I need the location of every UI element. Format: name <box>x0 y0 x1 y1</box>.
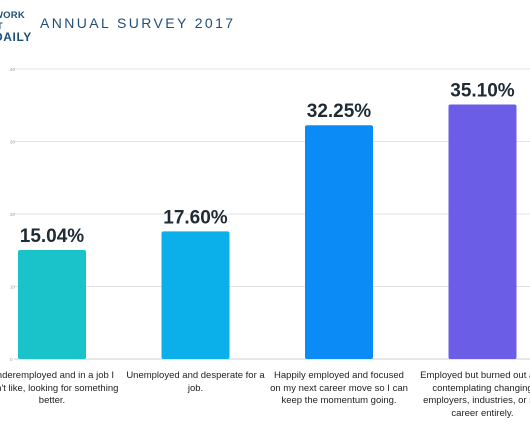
bar-value-label: 32.25% <box>307 101 372 122</box>
y-axis-ticks: 0 10 20 30 40 <box>10 67 16 362</box>
y-tick-label: 40 <box>10 67 16 72</box>
bar <box>18 249 86 359</box>
y-tick-label: 20 <box>10 212 16 217</box>
y-tick-label: 0 <box>10 357 13 362</box>
bar-value-label: 15.04% <box>20 226 85 247</box>
category-label: Happily employed and focused on my next … <box>270 370 408 406</box>
bar <box>161 231 230 359</box>
bar-value-label: 35.10% <box>450 81 515 102</box>
bar-value-label: 17.60% <box>163 207 228 228</box>
bars <box>18 104 517 360</box>
category-label: Employed but burned out and contemplatin… <box>420 370 530 419</box>
y-tick-label: 10 <box>10 285 16 290</box>
y-tick-label: 30 <box>10 140 16 145</box>
logo-line-2: DAILY <box>0 30 32 44</box>
logo-line-1: WORK IT <box>0 10 25 32</box>
bar <box>305 125 373 359</box>
chart-header: WORK IT DAILY ANNUAL SURVEY 2017 <box>0 8 530 43</box>
category-label: Underemployed and in a job I don't like,… <box>0 370 119 406</box>
bar <box>448 104 517 360</box>
gridlines <box>14 68 530 360</box>
category-label: Unemployed and desperate for a job. <box>126 370 265 394</box>
chart-title: ANNUAL SURVEY 2017 <box>40 15 236 31</box>
value-labels: 15.04% 17.60% 32.25% 35.10% <box>20 81 515 247</box>
work-it-daily-logo: WORK IT DAILY <box>0 10 34 43</box>
